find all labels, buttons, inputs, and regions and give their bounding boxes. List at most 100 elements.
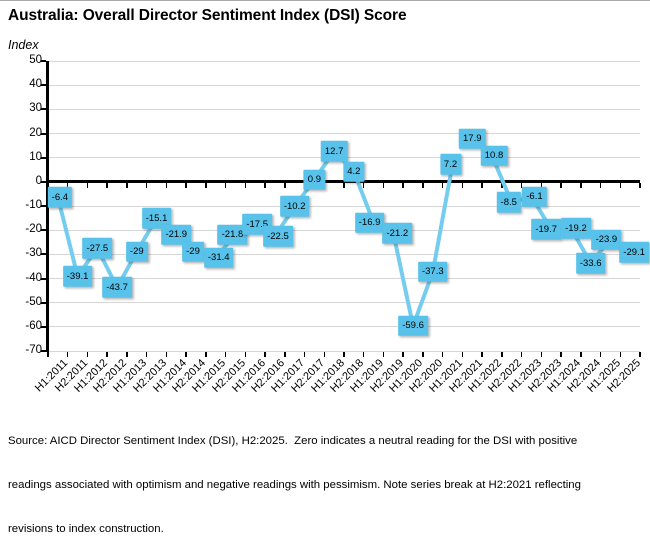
chart-title: Australia: Overall Director Sentiment In… — [8, 7, 407, 24]
gridline — [48, 60, 640, 62]
category-tick-bottom — [284, 351, 286, 357]
y-axis-tick-label: 0 — [35, 174, 42, 187]
gridline — [48, 350, 640, 352]
y-axis-tick — [41, 84, 46, 87]
category-tick-bottom — [86, 351, 89, 357]
y-axis-tick-label: -10 — [25, 199, 42, 211]
category-tick-zero — [481, 183, 483, 189]
data-label: -6.1 — [522, 186, 547, 207]
category-tick-zero — [461, 183, 464, 189]
data-label: -19.7 — [531, 219, 562, 240]
category-tick-zero — [224, 183, 227, 189]
data-label: -22.5 — [263, 225, 293, 247]
category-tick-zero — [639, 183, 641, 189]
category-tick-zero — [599, 183, 602, 189]
gridline — [48, 278, 640, 279]
category-tick-bottom — [362, 351, 365, 357]
y-axis-tick — [41, 132, 46, 135]
data-label: -10.2 — [279, 196, 310, 217]
data-label: 12.7 — [320, 140, 348, 162]
category-tick-zero — [343, 183, 345, 189]
y-axis-tick-label: -60 — [25, 319, 42, 332]
category-tick-bottom — [165, 351, 168, 357]
y-axis-line — [45, 61, 49, 352]
data-label: 10.8 — [480, 145, 508, 166]
category-tick-zero — [264, 183, 266, 189]
gridline — [48, 84, 640, 86]
source-note-line-1: Source: AICD Director Sentiment Index (D… — [8, 435, 578, 448]
gridline — [48, 229, 640, 231]
category-tick-zero — [501, 183, 503, 189]
category-tick-bottom — [441, 351, 444, 357]
category-tick-zero — [580, 183, 582, 189]
y-axis-tick — [41, 350, 46, 352]
data-label: 4.2 — [343, 161, 365, 182]
data-label: 17.9 — [459, 128, 486, 149]
category-tick-bottom — [244, 351, 247, 357]
category-tick-bottom — [540, 351, 543, 357]
data-label: -33.6 — [575, 252, 606, 274]
y-axis-tick-label: -20 — [25, 223, 42, 236]
data-label: -15.1 — [141, 208, 172, 229]
data-label: -27.5 — [82, 238, 113, 259]
y-axis-tick-label: -70 — [25, 344, 42, 356]
data-label: -29.1 — [619, 241, 649, 263]
data-label: -16.9 — [354, 212, 385, 233]
category-tick-bottom — [205, 351, 207, 357]
data-label: -21.8 — [217, 224, 248, 245]
gridline — [48, 133, 640, 134]
category-tick-zero — [619, 183, 622, 189]
category-tick-bottom — [619, 351, 622, 357]
source-note-line-2: readings associated with optimism and ne… — [8, 478, 581, 491]
data-label: 7.2 — [439, 154, 462, 175]
y-axis-tick-label: 30 — [29, 102, 42, 115]
category-tick-bottom — [560, 351, 562, 357]
category-tick-bottom — [382, 351, 385, 357]
category-tick-bottom — [501, 351, 503, 357]
category-tick-bottom — [461, 351, 464, 357]
dsi-line-chart: 50 40 30 20 10 0 -10 -20 -30 -40 -50 -60 -70 -6.4 -39.… — [0, 1, 650, 456]
category-tick-zero — [205, 183, 207, 189]
data-label: -8.5 — [496, 192, 521, 213]
category-tick-bottom — [402, 351, 404, 357]
chart-page: { "title": "Australia: Overall Director … — [0, 0, 650, 535]
category-tick-bottom — [66, 351, 69, 357]
y-axis-tick — [41, 205, 46, 207]
y-axis-tick — [41, 253, 46, 256]
category-tick-bottom — [106, 351, 108, 357]
y-axis-tick — [41, 108, 46, 111]
category-tick-bottom — [303, 351, 306, 357]
y-axis-tick-label: 10 — [29, 150, 42, 163]
data-label: -6.4 — [47, 187, 73, 208]
category-tick-zero — [540, 183, 543, 189]
category-tick-zero — [145, 183, 148, 189]
category-tick-bottom — [126, 351, 128, 357]
category-tick-zero — [185, 183, 187, 189]
data-label: -43.7 — [102, 277, 132, 298]
gridline — [48, 326, 640, 328]
data-label: -23.9 — [591, 229, 622, 250]
gridline — [48, 253, 640, 255]
y-axis-tick-label: -40 — [25, 271, 42, 284]
category-tick-bottom — [323, 351, 326, 357]
category-tick-zero — [402, 183, 404, 189]
category-tick-bottom — [422, 351, 424, 357]
category-tick-zero — [165, 183, 168, 189]
category-tick-zero — [126, 183, 128, 189]
data-label: -59.6 — [398, 315, 428, 337]
category-tick-zero — [382, 183, 385, 189]
y-axis-tick — [41, 325, 46, 328]
data-label: -29 — [182, 241, 204, 263]
y-axis-tick — [41, 180, 46, 183]
y-axis-tick — [41, 229, 46, 232]
category-tick-bottom — [145, 351, 148, 357]
data-label: -31.4 — [203, 247, 234, 268]
category-tick-zero — [47, 183, 49, 189]
category-tick-bottom — [639, 351, 641, 357]
category-tick-bottom — [580, 351, 582, 357]
category-tick-bottom — [520, 351, 523, 357]
gridline — [48, 302, 640, 304]
category-tick-bottom — [224, 351, 227, 357]
y-axis-tick — [41, 156, 46, 159]
category-tick-zero — [362, 183, 365, 189]
